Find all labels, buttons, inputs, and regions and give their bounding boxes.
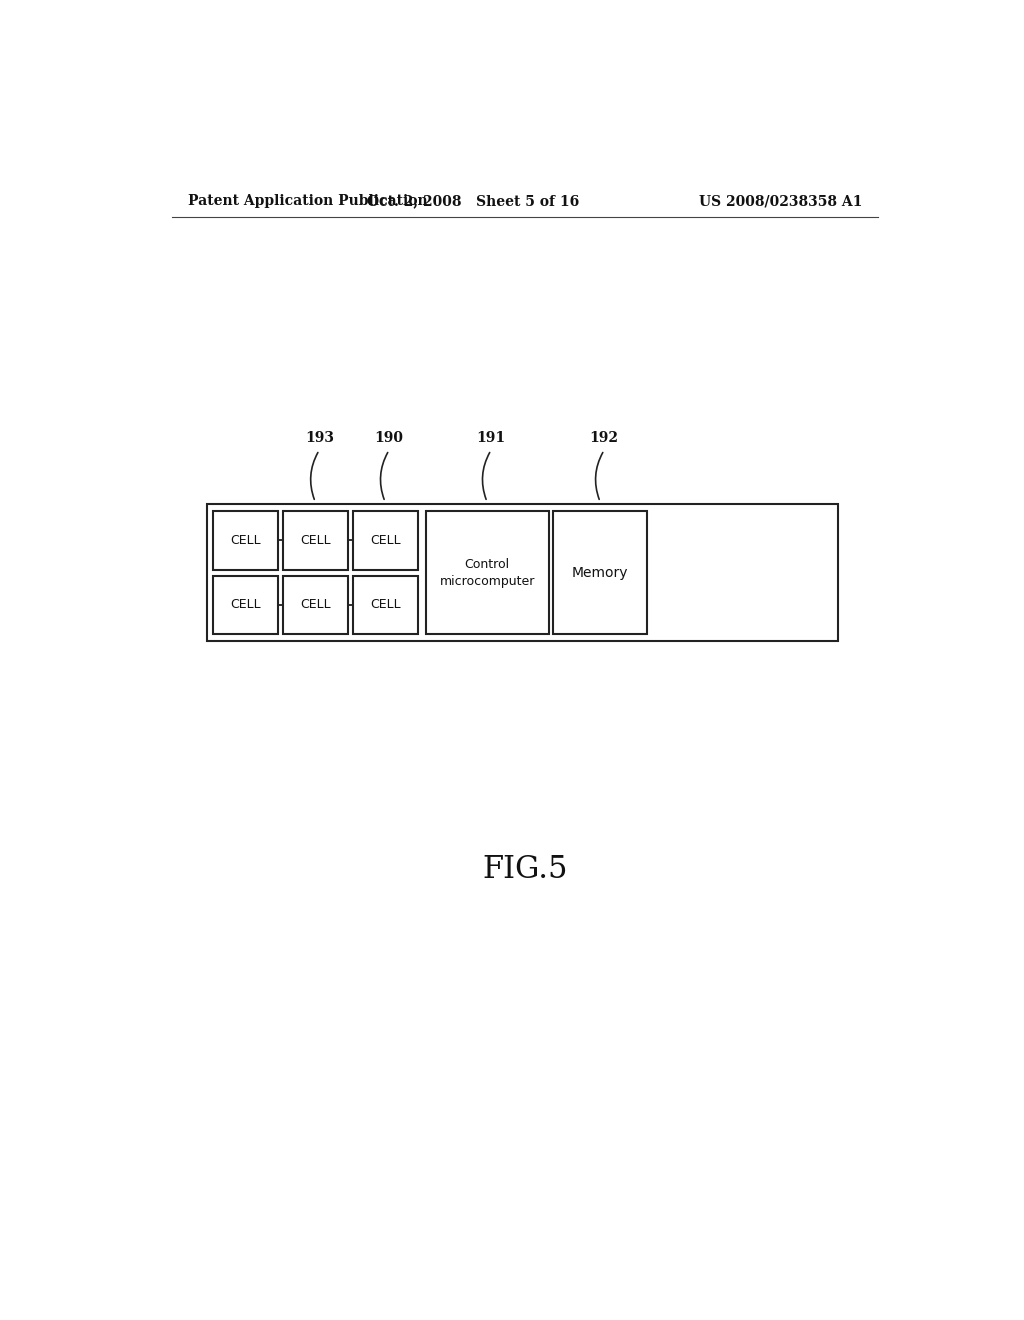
Bar (213, 576, 278, 634)
Text: FIG.5: FIG.5 (482, 854, 567, 886)
Text: 190: 190 (375, 432, 403, 445)
Text: Memory: Memory (572, 565, 629, 579)
Text: CELL: CELL (300, 598, 331, 611)
Text: Oct. 2, 2008   Sheet 5 of 16: Oct. 2, 2008 Sheet 5 of 16 (367, 194, 580, 209)
Text: CELL: CELL (370, 598, 400, 611)
Bar (213, 511, 278, 569)
Text: 192: 192 (590, 432, 618, 445)
Text: US 2008/0238358 A1: US 2008/0238358 A1 (698, 194, 862, 209)
Text: CELL: CELL (230, 533, 261, 546)
Text: CELL: CELL (300, 533, 331, 546)
Bar (352, 576, 418, 634)
Text: 193: 193 (305, 432, 334, 445)
Text: CELL: CELL (370, 533, 400, 546)
Text: Control
microcomputer: Control microcomputer (439, 557, 535, 587)
Text: 191: 191 (476, 432, 506, 445)
Text: Patent Application Publication: Patent Application Publication (187, 194, 427, 209)
Bar (426, 511, 549, 634)
Bar (283, 576, 348, 634)
Bar (553, 511, 647, 634)
Bar (352, 511, 418, 569)
Bar (207, 504, 839, 642)
Text: CELL: CELL (230, 598, 261, 611)
Bar (283, 511, 348, 569)
